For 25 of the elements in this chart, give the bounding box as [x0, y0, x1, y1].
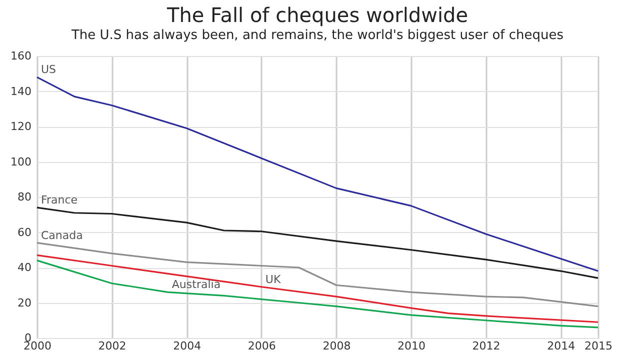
x-tick-label: 2004 — [173, 340, 202, 352]
y-tick-label: 160 — [10, 50, 32, 62]
y-tick-label: 80 — [18, 190, 32, 204]
y-tick-label: 20 — [18, 296, 32, 310]
y-tick-label: 140 — [10, 84, 32, 98]
y-tick-label: 100 — [10, 155, 32, 168]
series-label: Canada — [41, 228, 83, 242]
x-tick-label: 2008 — [322, 340, 351, 352]
line-series — [36, 242, 599, 308]
series-label: UK — [265, 272, 282, 286]
series-label: US — [41, 63, 56, 76]
series-label: Australia — [172, 278, 221, 292]
y-tick-label: 120 — [10, 120, 32, 133]
line-series — [36, 76, 599, 272]
chart-title: The Fall of cheques worldwide — [166, 3, 468, 27]
x-tick-label: 2012 — [472, 340, 500, 352]
x-tick-label: 2006 — [248, 340, 276, 352]
x-tick-label: 2002 — [98, 340, 126, 352]
x-tick-label: 2014 — [547, 340, 576, 352]
y-tick-label: 60 — [18, 226, 32, 239]
x-tick-label: 2015 — [584, 340, 612, 352]
series-label: France — [41, 194, 78, 207]
x-tick-label: 2010 — [398, 340, 426, 352]
chart-subtitle: The U.S has always been, and remains, the world's biggest user of cheques — [70, 28, 564, 43]
y-tick-label: 40 — [18, 261, 32, 274]
